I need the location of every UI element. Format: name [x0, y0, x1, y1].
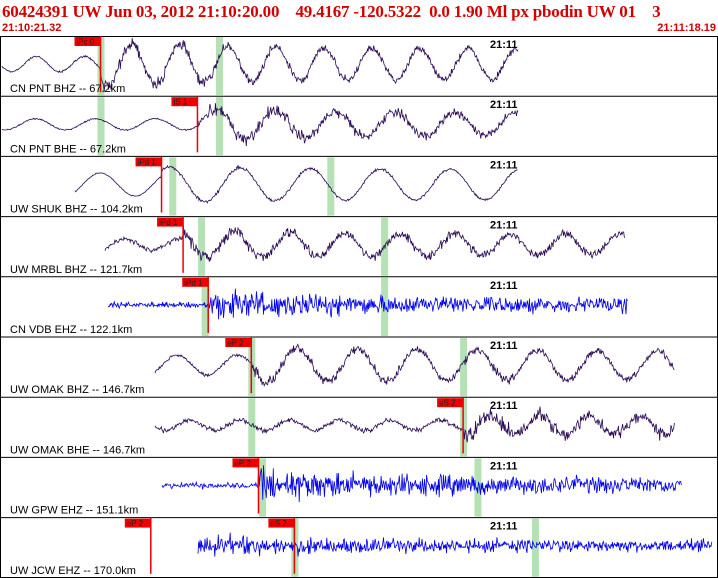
station-label: UW MRBL BHZ -- 121.7km	[10, 264, 142, 276]
pick-flag	[437, 398, 464, 408]
pick-flag	[171, 97, 198, 107]
waveform-trace	[161, 465, 682, 503]
pick-label: iPd 1	[138, 158, 157, 167]
phase-window	[97, 97, 105, 156]
station-label: CN PNT BHZ -- 67.2km	[10, 83, 125, 95]
minute-mark-label: 21:11	[490, 39, 518, 51]
pick-flag	[268, 518, 295, 528]
pick-flag	[225, 338, 252, 347]
waveform-trace	[154, 406, 675, 443]
station-label: UW GPW EHZ -- 151.1km	[10, 505, 138, 517]
phase-window	[327, 157, 335, 216]
minute-mark-label: 21:11	[490, 280, 518, 292]
waveform-trace	[197, 532, 713, 557]
pick-flag	[182, 277, 209, 287]
pick-label: iPd 1	[184, 278, 203, 287]
station-label: UW OMAK BHE -- 146.7km	[10, 444, 145, 456]
phase-window	[460, 338, 468, 397]
pick-label: iS 1	[173, 98, 187, 107]
pick-flag	[232, 458, 259, 468]
pick-flag	[157, 217, 184, 227]
minute-mark-label: 21:11	[490, 159, 518, 171]
pick-label: eP 2	[234, 459, 251, 468]
minute-mark-label: 21:11	[490, 400, 518, 412]
pick-label: eS 2	[439, 399, 456, 408]
pick-flag	[74, 37, 101, 46]
minute-mark-label: 21:11	[490, 460, 518, 472]
waveform-trace	[104, 225, 625, 262]
phase-window	[215, 37, 223, 96]
pick-label: eS 2	[270, 519, 287, 528]
pick-label: eP 2	[127, 519, 144, 528]
pick-flag	[124, 518, 151, 528]
station-label: UW OMAK BHZ -- 146.7km	[10, 384, 144, 396]
station-label: UW JCW EHZ -- 170.0km	[10, 565, 136, 577]
waveform-trace	[1, 103, 519, 147]
pick-flag	[135, 157, 162, 167]
minute-mark-label: 21:11	[490, 220, 518, 232]
time-start-label: 21:10:21.32	[2, 22, 62, 34]
station-label: CN VDB EHZ -- 122.1km	[10, 324, 132, 336]
waveform-trace	[154, 343, 675, 388]
pick-label: eP 2	[227, 339, 244, 348]
time-end-label: 21:11:18.19	[657, 22, 716, 34]
phase-window	[248, 398, 256, 457]
minute-mark-label: 21:11	[490, 521, 518, 533]
event-header: 60424391 UW Jun 03, 2012 21:10:20.00 49.…	[0, 0, 718, 36]
seismogram-panel: iPc 0 21:11 CN PNT BHZ -- 67.2km iS 1 21:11 C…	[0, 36, 718, 578]
pick-label: iPd 1	[159, 218, 178, 227]
phase-window	[198, 217, 206, 276]
event-title: 60424391 UW Jun 03, 2012 21:10:20.00 49.…	[2, 2, 661, 21]
phase-window	[169, 157, 177, 216]
pick-label: iPc 0	[77, 38, 95, 47]
station-label: CN PNT BHE -- 67.2km	[10, 143, 126, 155]
waveform-trace	[1, 37, 519, 93]
phase-window	[215, 97, 223, 156]
station-label: UW SHUK BHZ -- 104.2km	[10, 204, 143, 216]
minute-mark-label: 21:11	[490, 340, 518, 352]
waveform-trace	[74, 164, 518, 204]
minute-mark-label: 21:11	[490, 99, 518, 111]
phase-window	[531, 518, 539, 577]
waveform-trace	[107, 288, 628, 320]
